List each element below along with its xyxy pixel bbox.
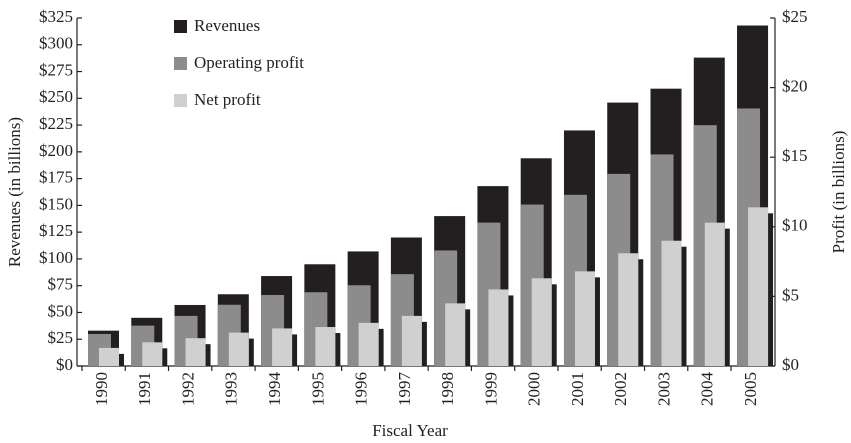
y2-tick-label: $5 <box>782 285 799 304</box>
y2-axis-title: Profit (in billions) <box>829 131 848 254</box>
bar <box>531 278 552 366</box>
bar <box>401 315 422 366</box>
bar <box>185 338 206 366</box>
bar-shadow <box>551 284 557 366</box>
y-tick-label: $250 <box>39 87 73 106</box>
bar-shadow <box>248 338 254 366</box>
y-tick-label: $150 <box>39 194 73 213</box>
bar-shadow <box>465 309 471 366</box>
bar-shadow <box>421 321 427 366</box>
y-axis-title: Revenues (in billions) <box>5 117 24 267</box>
bar-shadow <box>378 328 384 366</box>
x-tick-label: 2005 <box>741 372 760 406</box>
x-tick-label: 2004 <box>698 372 717 407</box>
y-tick-label: $25 <box>48 328 74 347</box>
bar-shadow <box>594 277 600 366</box>
legend-swatch <box>174 57 187 70</box>
y2-tick-label: $0 <box>782 355 799 374</box>
y-tick-label: $275 <box>39 60 73 79</box>
x-tick-label: 1994 <box>265 372 284 407</box>
bar <box>228 332 249 366</box>
legend-swatch <box>174 20 187 33</box>
x-tick-label: 1998 <box>438 372 457 406</box>
y2-tick-label: $25 <box>782 7 808 26</box>
bar <box>358 322 379 366</box>
bar <box>574 271 595 366</box>
x-tick-label: 1990 <box>92 372 111 406</box>
x-tick-label: 1997 <box>395 372 414 407</box>
bar-shadow <box>638 259 644 366</box>
bar <box>315 327 336 366</box>
y-tick-label: $75 <box>48 275 74 294</box>
x-tick-label: 2003 <box>654 372 673 406</box>
bar-shadow <box>724 228 730 366</box>
bar <box>704 222 725 366</box>
y-tick-label: $300 <box>39 34 73 53</box>
x-tick-label: 1991 <box>135 372 154 406</box>
y-tick-label: $175 <box>39 168 73 187</box>
bar-shadow <box>681 246 687 366</box>
y2-tick-label: $15 <box>782 146 808 165</box>
bar <box>618 253 639 366</box>
x-tick-label: 1999 <box>481 372 500 406</box>
y-tick-label: $100 <box>39 248 73 267</box>
y-tick-label: $325 <box>39 7 73 26</box>
bar-shadow <box>119 353 124 366</box>
legend-swatch <box>174 94 187 107</box>
bar <box>142 342 163 366</box>
x-tick-label: 1996 <box>352 372 371 406</box>
legend-label: Operating profit <box>194 53 304 72</box>
bar-shadow <box>508 295 514 366</box>
bar <box>488 289 509 366</box>
bar-shadow <box>292 334 298 366</box>
x-tick-label: 1992 <box>178 372 197 406</box>
y-tick-label: $50 <box>48 301 74 320</box>
bar-shadow <box>162 348 168 366</box>
y2-tick-label: $10 <box>782 216 808 235</box>
x-tick-label: 1995 <box>308 372 327 406</box>
y-tick-label: $225 <box>39 114 73 133</box>
y2-tick-label: $20 <box>782 77 808 96</box>
bar-shadow <box>768 213 774 366</box>
y-tick-label: $200 <box>39 141 73 160</box>
y-tick-label: $125 <box>39 221 73 240</box>
bar <box>272 328 293 366</box>
x-tick-label: 1993 <box>222 372 241 406</box>
x-axis-title: Fiscal Year <box>372 421 448 440</box>
bar <box>661 240 682 366</box>
bar-shadow <box>335 333 341 366</box>
bar <box>99 347 119 366</box>
bar <box>748 207 769 366</box>
bar <box>445 303 466 366</box>
x-tick-label: 2002 <box>611 372 630 406</box>
bar-shadow <box>205 344 211 366</box>
legend-label: Revenues <box>194 16 260 35</box>
x-tick-label: 2000 <box>525 372 544 406</box>
legend-label: Net profit <box>194 90 261 109</box>
y-tick-label: $0 <box>56 355 73 374</box>
x-tick-label: 2001 <box>568 372 587 406</box>
